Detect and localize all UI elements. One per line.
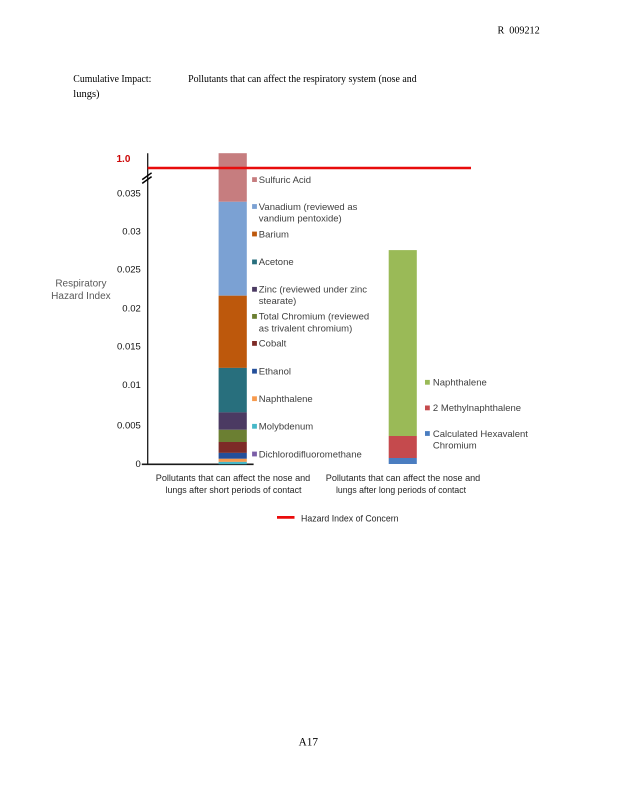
svg-text:Barium: Barium [259,229,289,240]
svg-text:Pollutants that can affect the: Pollutants that can affect the respirato… [188,74,417,85]
svg-text:as trivalent chromium): as trivalent chromium) [259,323,352,334]
svg-text:Ethanol: Ethanol [259,367,291,378]
svg-text:Calculated Hexavalent: Calculated Hexavalent [433,429,528,440]
svg-text:Hazard Index: Hazard Index [51,291,110,302]
svg-text:Vanadium (reviewed as: Vanadium (reviewed as [259,202,358,213]
svg-text:lungs after long periods of co: lungs after long periods of contact [336,485,466,495]
svg-text:0: 0 [136,459,141,470]
svg-text:Total Chromium (reviewed: Total Chromium (reviewed [259,312,369,323]
svg-text:A17: A17 [299,736,319,748]
svg-text:Chromium: Chromium [433,440,477,451]
svg-text:Cobalt: Cobalt [259,339,287,350]
svg-text:Zinc (reviewed under zinc: Zinc (reviewed under zinc [259,285,367,296]
svg-text:Naphthalene: Naphthalene [259,394,313,405]
svg-text:0.005: 0.005 [117,420,141,431]
svg-text:lungs after short periods of c: lungs after short periods of contact [166,485,302,495]
svg-text:lungs): lungs) [73,89,100,100]
svg-text:Sulfuric Acid: Sulfuric Acid [259,175,311,186]
svg-text:0.025: 0.025 [117,265,141,276]
svg-text:Hazard Index of Concern: Hazard Index of Concern [301,513,399,523]
svg-text:Pollutants that can affect the: Pollutants that can affect the nose and [326,473,481,483]
svg-text:0.01: 0.01 [122,380,141,391]
svg-text:0.03: 0.03 [122,227,141,238]
svg-text:Cumulative Impact:: Cumulative Impact: [73,74,151,85]
svg-text:Respiratory: Respiratory [55,279,106,290]
svg-text:1.0: 1.0 [116,154,130,165]
svg-text:0.02: 0.02 [122,303,141,314]
svg-text:stearate): stearate) [259,296,297,307]
svg-text:Molybdenum: Molybdenum [259,422,313,433]
svg-text:0.035: 0.035 [117,188,141,199]
svg-text:Dichlorodifluoromethane: Dichlorodifluoromethane [259,449,362,460]
svg-text:R 009212: R 009212 [498,25,540,36]
svg-text:Pollutants that can affect the: Pollutants that can affect the nose and [156,473,311,483]
svg-text:vandium pentoxide): vandium pentoxide) [259,213,342,224]
svg-text:Acetone: Acetone [259,257,294,268]
svg-text:0.015: 0.015 [117,342,141,353]
svg-text:Naphthalene: Naphthalene [433,378,487,389]
svg-text:2 Methylnaphthalene: 2 Methylnaphthalene [433,403,521,414]
